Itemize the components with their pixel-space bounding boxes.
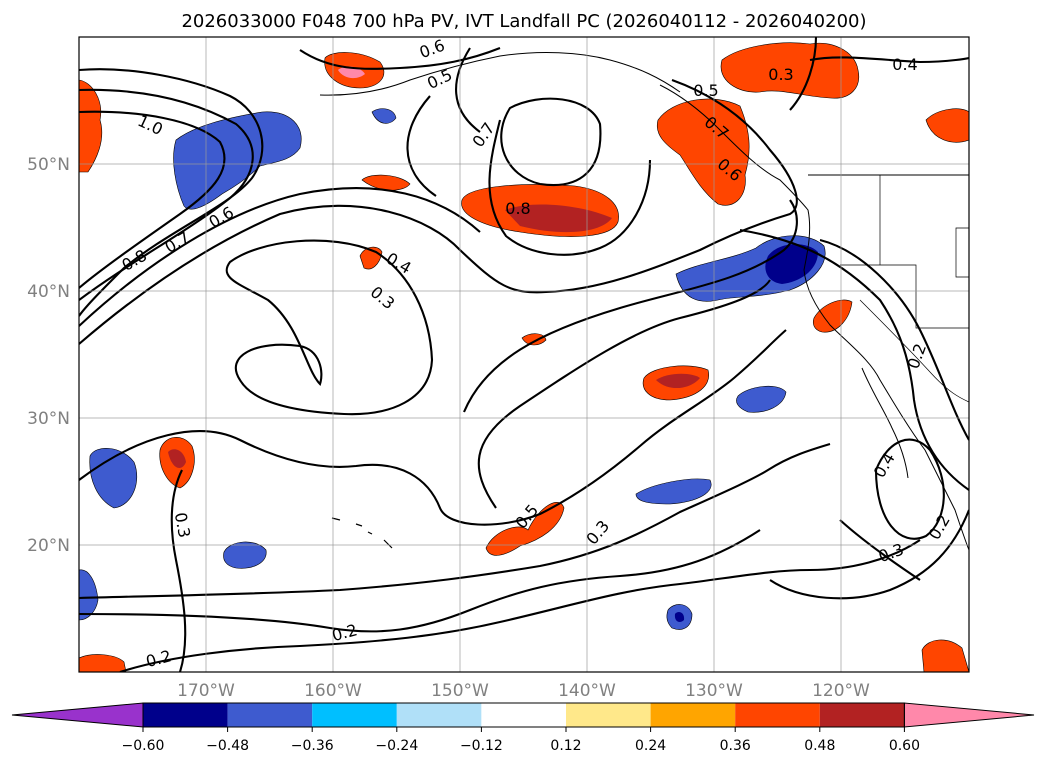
contour-line <box>463 199 798 413</box>
positive-core <box>168 449 186 468</box>
colorbar-bin <box>227 703 313 727</box>
negative-region <box>79 569 99 621</box>
contour-line <box>739 228 969 491</box>
map-area: 0.6 0.5 1.0 0.7 0.6 0.8 0.7 0.4 0.3 0.7 … <box>79 37 969 672</box>
lon-label: 160°W <box>304 681 362 701</box>
positive-core <box>656 373 700 389</box>
colorbar: −0.60 −0.48 −0.36 −0.24 −0.12 0.12 0.24 … <box>11 702 1035 754</box>
contour-line <box>79 88 254 301</box>
colorbar-bin <box>312 703 397 727</box>
colorbar-tick-label: 0.12 <box>550 738 581 754</box>
lon-label: 150°W <box>431 681 489 701</box>
negative-region <box>371 108 397 124</box>
positive-region <box>812 299 853 333</box>
positive-core <box>338 66 365 79</box>
negative-core <box>674 612 685 622</box>
contour-line <box>299 47 501 70</box>
contour-line <box>500 97 602 187</box>
lat-label: 30°N <box>27 409 70 429</box>
colorbar-frame <box>142 702 905 728</box>
lat-label: 40°N <box>27 282 70 302</box>
contour-line <box>225 239 434 416</box>
contour-line <box>789 37 818 111</box>
contour-line <box>79 187 481 327</box>
lon-label: 120°W <box>812 681 870 701</box>
lat-label: 20°N <box>27 536 70 556</box>
gridlines <box>79 37 969 672</box>
contour-label: 0.5 <box>693 81 718 100</box>
negative-region <box>736 385 787 413</box>
contour-line <box>819 238 969 441</box>
contour-line <box>769 509 969 600</box>
colorbar-over-triangle <box>903 702 1035 728</box>
colorbar-ticks <box>142 727 905 732</box>
state-borders <box>840 175 969 403</box>
colorbar-tick-label: −0.48 <box>206 738 249 754</box>
colorbar-tick-label: 0.24 <box>635 738 666 754</box>
colorbar-bin <box>396 703 482 727</box>
colorbar-bin <box>650 703 736 727</box>
contour-line <box>79 68 264 317</box>
colorbar-tick-label: −0.24 <box>375 738 418 754</box>
colorbar-tick-label: 0.48 <box>804 738 835 754</box>
contour-label: 0.8 <box>505 199 530 218</box>
coastlines <box>319 52 969 551</box>
map-frame <box>78 36 970 673</box>
positive-region <box>921 639 969 672</box>
contour-line <box>406 95 437 197</box>
contour-line <box>170 469 187 672</box>
coastline-alaska <box>319 52 681 96</box>
contour-line <box>79 110 226 289</box>
coastline-north-america <box>659 84 969 551</box>
negative-region <box>223 541 267 569</box>
negative-region <box>635 478 712 505</box>
map-title: 2026033000 F048 700 hPa PV, IVT Landfall… <box>181 11 866 32</box>
lon-labels: 170°W 160°W 150°W 140°W 130°W 120°W <box>177 681 870 701</box>
contour-label: 0.3 <box>768 65 793 84</box>
positive-region <box>925 108 969 143</box>
lat-label: 50°N <box>27 155 70 175</box>
colorbar-bin <box>735 703 820 727</box>
contour-line <box>874 438 945 540</box>
positive-region <box>656 98 750 206</box>
contour-line <box>79 442 831 600</box>
contour-line <box>455 47 481 133</box>
positive-region <box>720 42 860 99</box>
contour-label: 0.4 <box>892 55 917 74</box>
contour-line <box>839 519 921 581</box>
colorbar-bin <box>481 703 566 727</box>
positive-region <box>485 502 565 556</box>
coastline-baja <box>861 367 909 479</box>
contour-line <box>79 529 761 633</box>
lat-labels: 50°N 40°N 30°N 20°N <box>27 155 70 556</box>
contour-line <box>809 56 969 64</box>
colorbar-under-triangle <box>11 702 144 728</box>
contour-line <box>119 539 921 672</box>
positive-region <box>79 79 103 173</box>
contour-label: 0.3 <box>171 511 194 539</box>
islands-hawaii <box>331 517 393 549</box>
colorbar-bin <box>566 703 651 727</box>
lon-label: 140°W <box>558 681 616 701</box>
colorbar-tick-label: 0.60 <box>889 738 920 754</box>
lon-label: 170°W <box>177 681 235 701</box>
colorbar-tick-label: 0.36 <box>720 738 751 754</box>
colorbar-tick-label: −0.36 <box>291 738 334 754</box>
positive-core <box>505 204 612 233</box>
colorbar-bin <box>819 703 905 727</box>
colorbar-tick-label: −0.12 <box>460 738 503 754</box>
lon-label: 130°W <box>685 681 743 701</box>
colorbar-tick-label: −0.60 <box>122 738 165 754</box>
contour-line <box>477 279 771 509</box>
contour-line <box>488 119 652 256</box>
contour-line <box>79 329 787 526</box>
colorbar-bin <box>143 703 228 727</box>
